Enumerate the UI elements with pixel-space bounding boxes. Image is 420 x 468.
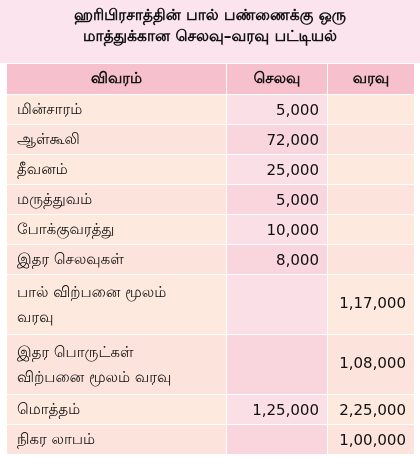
- table-row: பால் விற்பனை மூலம் வரவு 1,17,000: [6, 274, 415, 335]
- table-row: போக்குவரத்து 10,000: [6, 214, 415, 245]
- table-row: இதர செலவுகள் 8,000: [6, 244, 415, 275]
- row-income: [327, 244, 415, 275]
- table-title: ஹரிபிரசாத்தின் பால் பண்ணைக்கு ஒரு மாத்து…: [0, 0, 420, 51]
- row-income: [327, 154, 415, 185]
- row-income: 2,25,000: [327, 394, 415, 425]
- row-income: 1,00,000: [327, 424, 415, 455]
- row-expense: 5,000: [226, 94, 328, 125]
- row-item-line-2: விற்பனை மூலம் வரவு: [17, 367, 172, 386]
- row-expense: 25,000: [226, 154, 328, 185]
- row-expense: [226, 424, 328, 455]
- header-item: விவரம்: [6, 63, 227, 95]
- row-item: போக்குவரத்து: [6, 214, 227, 245]
- table-header-row: விவரம் செலவு வரவு: [6, 63, 415, 95]
- row-item-line-1: பால் விற்பனை மூலம்: [17, 282, 167, 301]
- row-item: மொத்தம்: [6, 394, 227, 425]
- title-line-1: ஹரிபிரசாத்தின் பால் பண்ணைக்கு ஒரு: [73, 5, 347, 24]
- row-item-line-2: வரவு: [17, 307, 54, 326]
- table-row: ஆள்கூலி 72,000: [6, 124, 415, 155]
- row-income: 1,17,000: [327, 274, 415, 335]
- row-item: மருத்துவம்: [6, 184, 227, 215]
- row-item: பால் விற்பனை மூலம் வரவு: [6, 274, 227, 335]
- row-expense: 8,000: [226, 244, 328, 275]
- header-expense: செலவு: [226, 63, 328, 95]
- row-expense: 10,000: [226, 214, 328, 245]
- row-income: [327, 94, 415, 125]
- row-expense: [226, 274, 328, 335]
- table-row-total: மொத்தம் 1,25,000 2,25,000: [6, 394, 415, 425]
- row-item: ஆள்கூலி: [6, 124, 227, 155]
- table-row: இதர பொருட்கள் விற்பனை மூலம் வரவு 1,08,00…: [6, 334, 415, 395]
- title-strip: [0, 51, 420, 63]
- row-item: மின்சாரம்: [6, 94, 227, 125]
- table-row: மின்சாரம் 5,000: [6, 94, 415, 125]
- row-income: 1,08,000: [327, 334, 415, 395]
- row-income: [327, 214, 415, 245]
- row-item: தீவனம்: [6, 154, 227, 185]
- row-expense: [226, 334, 328, 395]
- title-line-2: மாத்துக்கான செலவு–வரவு பட்டியல்: [83, 26, 337, 45]
- header-income: வரவு: [327, 63, 415, 95]
- row-item: நிகர லாபம்: [6, 424, 227, 455]
- row-item-line-1: இதர பொருட்கள்: [17, 342, 134, 361]
- expense-income-table: விவரம் செலவு வரவு மின்சாரம் 5,000 ஆள்கூல…: [6, 63, 415, 455]
- row-income: [327, 124, 415, 155]
- row-expense: 72,000: [226, 124, 328, 155]
- row-item: இதர செலவுகள்: [6, 244, 227, 275]
- row-item: இதர பொருட்கள் விற்பனை மூலம் வரவு: [6, 334, 227, 395]
- row-expense: 1,25,000: [226, 394, 328, 425]
- table-row-net-profit: நிகர லாபம் 1,00,000: [6, 424, 415, 455]
- table-row: தீவனம் 25,000: [6, 154, 415, 185]
- table-row: மருத்துவம் 5,000: [6, 184, 415, 215]
- row-income: [327, 184, 415, 215]
- row-expense: 5,000: [226, 184, 328, 215]
